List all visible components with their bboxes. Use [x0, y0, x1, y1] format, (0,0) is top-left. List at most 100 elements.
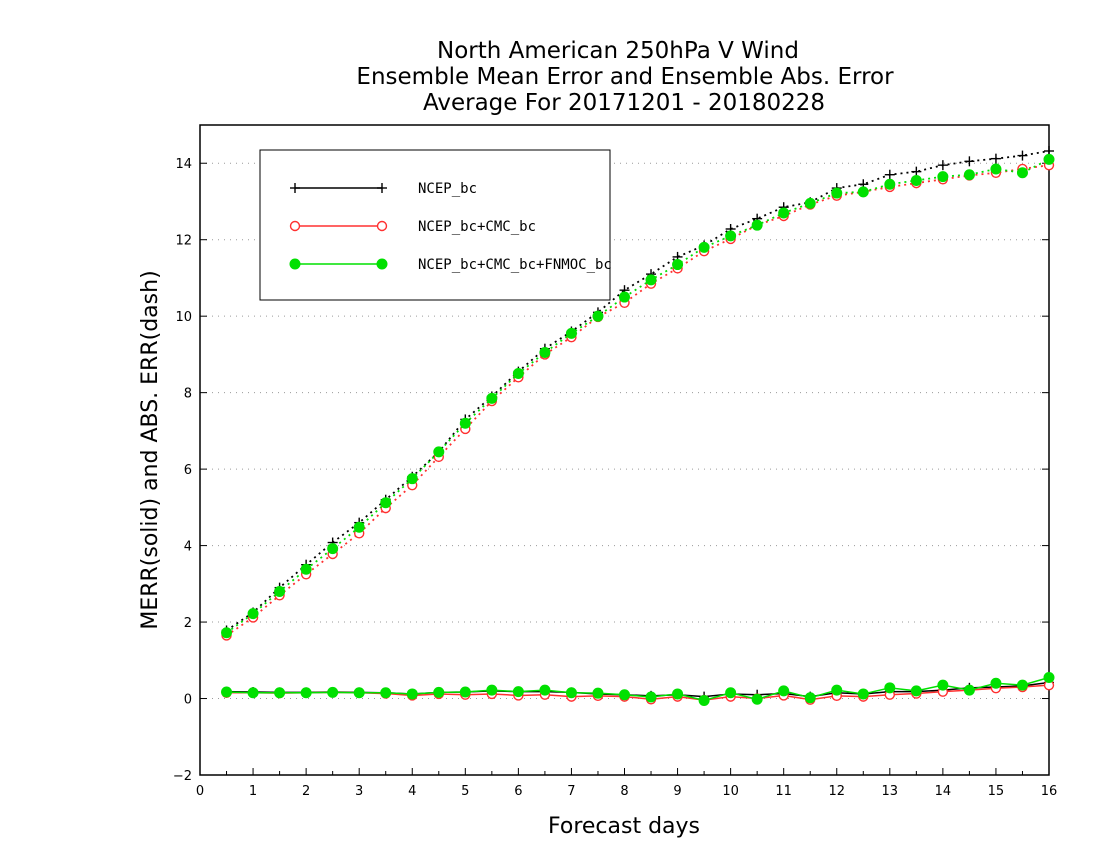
abs-err-point [565, 327, 577, 339]
x-tick-label: 10 [722, 784, 739, 799]
abs-err-point [539, 347, 551, 358]
x-tick-label: 11 [775, 784, 792, 799]
x-tick-label: 12 [828, 784, 845, 799]
legend-marker [290, 183, 300, 193]
abs-err-line [226, 150, 1050, 632]
abs-err-point [778, 207, 790, 219]
y-axis-ticks: −2 0 2 4 6 8 10 12 14 [173, 157, 1049, 784]
mean-err-point [698, 694, 710, 706]
chart-title-line-3: Average For 20171201 - 20180228 [423, 90, 825, 116]
mean-err-point [565, 687, 577, 699]
mean-err-point [327, 686, 339, 698]
abs-err-point [353, 521, 365, 533]
abs-err-point [751, 219, 763, 231]
legend-item: NCEP_bc+CMC_bc [289, 219, 536, 235]
abs-err-point [831, 187, 843, 199]
abs-err-point [247, 608, 259, 620]
mean-err-point [459, 686, 471, 698]
abs-err-point [512, 368, 524, 380]
mean-err-point [910, 685, 922, 697]
abs-err-point [990, 163, 1002, 175]
x-tick-label: 0 [196, 784, 204, 799]
abs-err-point [380, 497, 392, 509]
mean-err-point [937, 679, 949, 691]
mean-err-point [300, 687, 312, 699]
legend-label: NCEP_bc+CMC_bc [418, 219, 536, 235]
x-tick-label: 13 [882, 784, 899, 799]
mean-err-point [1043, 672, 1055, 683]
chart-title-line-2: Ensemble Mean Error and Ensemble Abs. Er… [356, 64, 894, 90]
abs-err-point [884, 178, 896, 190]
abs-err-point [1016, 167, 1028, 179]
abs-err-point [725, 230, 737, 242]
mean-err-point [725, 687, 737, 699]
y-tick-label: 4 [184, 540, 192, 555]
x-tick-label: 15 [988, 784, 1005, 799]
mean-err-point [963, 684, 975, 696]
abs-err-point [964, 156, 975, 167]
mean-err-point [406, 688, 418, 700]
abs-err-point [990, 153, 1001, 164]
mean-err-point [672, 688, 684, 700]
x-tick-label: 5 [461, 784, 469, 799]
series-layer [221, 146, 1055, 706]
y-tick-label: 12 [175, 234, 192, 249]
y-tick-label: 6 [184, 463, 192, 478]
legend-item: NCEP_bc+CMC_bc+FNMOC_bc [289, 257, 612, 273]
y-axis-label: MERR(solid) and ABS. ERR(dash) [138, 270, 163, 629]
series-2 [221, 153, 1055, 706]
legend-marker [289, 220, 301, 232]
abs-err-point [963, 169, 975, 181]
abs-err-point [406, 473, 418, 485]
mean-err-point [804, 692, 816, 704]
abs-err-point [672, 259, 684, 271]
x-tick-label: 8 [620, 784, 628, 799]
x-tick-label: 3 [355, 784, 363, 799]
y-tick-label: −2 [173, 769, 192, 784]
abs-err-point [937, 160, 948, 171]
legend-label: NCEP_bc [418, 181, 477, 197]
y-tick-label: 10 [175, 310, 192, 325]
abs-err-point [619, 291, 630, 303]
y-tick-label: 2 [184, 616, 192, 631]
x-tick-label: 9 [673, 784, 681, 799]
chart-title: North American 250hPa V Wind Ensemble Me… [356, 38, 894, 116]
y-tick-label: 0 [184, 693, 192, 708]
mean-err-point [990, 677, 1002, 689]
abs-err-point [433, 446, 445, 458]
x-tick-label: 2 [302, 784, 310, 799]
legend-item: NCEP_bc [290, 181, 477, 197]
mean-err-point [433, 686, 445, 698]
abs-err-point [857, 186, 869, 198]
x-axis-label: Forecast days [548, 814, 700, 839]
abs-err-point [274, 585, 286, 597]
mean-err-point [380, 687, 392, 699]
x-axis-ticks: 0 1 2 3 4 5 6 7 8 9 10 11 12 13 14 15 16 [196, 768, 1057, 799]
legend: NCEP_bc NCEP_bc+CMC_bc NCEP_bc+CMC_bc+FNMO… [259, 149, 612, 301]
abs-err-point [459, 417, 471, 429]
mean-err-point [592, 687, 604, 699]
abs-err-point [221, 627, 233, 639]
legend-box [259, 149, 611, 301]
abs-err-point [804, 197, 816, 209]
x-tick-label: 4 [408, 784, 416, 799]
x-tick-label: 1 [249, 784, 257, 799]
abs-err-point [300, 563, 312, 575]
x-tick-label: 16 [1041, 784, 1058, 799]
mean-err-point [247, 687, 259, 699]
abs-err-point [486, 392, 498, 404]
legend-label: NCEP_bc+CMC_bc+FNMOC_bc [418, 257, 612, 273]
abs-err-point [327, 543, 339, 555]
mean-err-point [831, 684, 843, 696]
mean-err-point [486, 684, 498, 696]
y-tick-label: 8 [184, 387, 192, 402]
y-tick-label: 14 [175, 157, 192, 172]
chart-title-line-1: North American 250hPa V Wind [437, 38, 799, 64]
x-tick-label: 7 [567, 784, 575, 799]
legend-marker [377, 183, 387, 193]
abs-err-point [884, 169, 895, 180]
abs-err-point [937, 171, 949, 183]
abs-err-point [910, 174, 922, 186]
abs-err-point [1043, 153, 1055, 165]
mean-err-point [274, 687, 286, 699]
